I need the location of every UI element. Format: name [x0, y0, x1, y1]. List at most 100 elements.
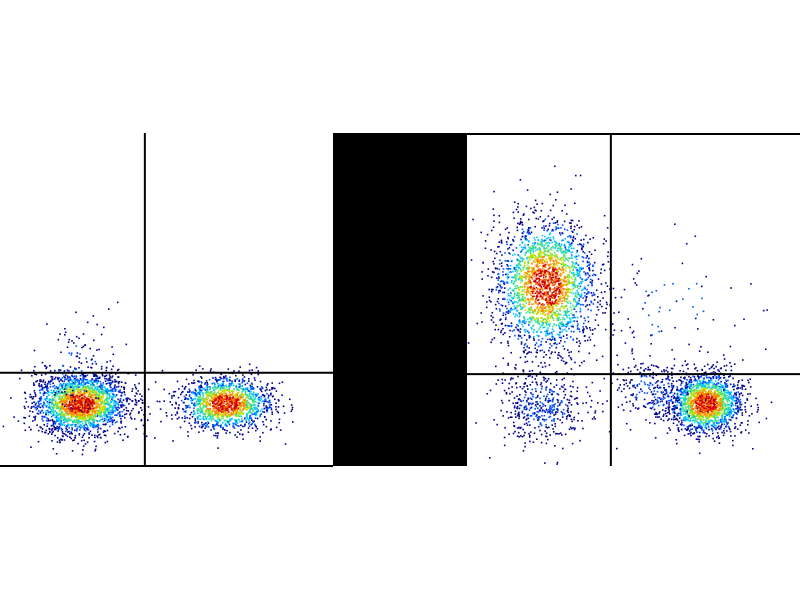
event-point	[85, 407, 88, 409]
event-point	[68, 385, 71, 388]
event-point	[91, 414, 93, 417]
event-point	[214, 378, 217, 381]
event-point	[243, 405, 245, 408]
event-point	[65, 409, 67, 411]
event-point	[61, 388, 64, 391]
event-point	[239, 383, 241, 385]
event-point	[79, 421, 81, 423]
event-point	[224, 401, 226, 403]
event-point	[88, 416, 91, 419]
event-point	[558, 297, 560, 300]
event-point	[119, 399, 121, 402]
event-point	[523, 351, 525, 354]
event-point	[94, 390, 96, 392]
event-point	[218, 397, 220, 399]
event-point	[89, 405, 91, 407]
event-point	[58, 410, 60, 412]
event-point	[108, 418, 110, 421]
event-point	[206, 388, 208, 390]
event-point	[83, 413, 85, 416]
event-point	[90, 413, 93, 416]
event-point	[213, 434, 215, 437]
event-point	[208, 414, 210, 417]
event-point	[492, 321, 495, 324]
event-point	[227, 404, 229, 406]
event-point	[68, 370, 70, 372]
event-point	[515, 269, 518, 271]
event-point	[586, 278, 588, 280]
event-point	[526, 257, 528, 260]
event-point	[106, 421, 109, 423]
event-point	[108, 308, 110, 310]
event-point	[126, 397, 128, 399]
event-point	[119, 413, 121, 416]
event-point	[97, 379, 99, 382]
event-point	[553, 284, 556, 286]
event-point	[87, 406, 89, 408]
event-point	[76, 352, 79, 354]
event-point	[234, 413, 236, 415]
event-point	[504, 228, 507, 231]
event-point	[528, 257, 531, 260]
event-point	[70, 424, 73, 427]
event-point	[208, 412, 211, 415]
event-point	[514, 315, 516, 318]
event-point	[559, 249, 562, 251]
event-point	[37, 440, 40, 443]
event-point	[211, 382, 214, 385]
event-point	[561, 297, 563, 300]
event-point	[228, 423, 231, 426]
event-point	[187, 391, 189, 393]
event-point	[576, 320, 578, 323]
event-point	[251, 427, 254, 429]
event-point	[108, 413, 110, 416]
event-point	[518, 320, 520, 322]
event-point	[281, 381, 284, 383]
event-point	[216, 412, 218, 414]
event-point	[520, 238, 522, 241]
event-point	[77, 405, 80, 407]
event-point	[265, 409, 268, 411]
event-point	[109, 402, 111, 405]
event-point	[89, 413, 91, 416]
event-point	[249, 397, 252, 400]
event-point	[217, 382, 219, 385]
event-point	[250, 385, 252, 388]
event-point	[206, 382, 208, 384]
event-point	[106, 396, 108, 399]
event-point	[81, 417, 84, 419]
event-point	[275, 402, 277, 404]
event-point	[36, 407, 39, 410]
event-point	[77, 407, 79, 410]
event-point	[555, 277, 557, 280]
event-point	[64, 411, 67, 413]
event-point	[198, 381, 200, 383]
event-point	[235, 424, 238, 426]
event-point	[106, 392, 109, 394]
event-point	[524, 356, 527, 358]
event-point	[267, 382, 269, 385]
event-point	[563, 310, 565, 312]
event-point	[577, 275, 580, 278]
event-point	[523, 291, 526, 294]
event-point	[200, 376, 202, 378]
event-point	[248, 390, 250, 392]
event-point	[76, 396, 78, 398]
event-point	[39, 396, 42, 399]
event-point	[537, 339, 540, 341]
event-point	[75, 368, 77, 370]
event-point	[277, 406, 280, 408]
event-point	[101, 385, 103, 387]
event-point	[46, 386, 48, 389]
event-point	[91, 412, 94, 415]
event-point	[100, 390, 103, 393]
event-point	[232, 408, 235, 411]
event-point	[55, 405, 58, 408]
event-point	[200, 389, 203, 392]
event-point	[560, 269, 563, 272]
event-point	[221, 393, 224, 395]
event-point	[89, 410, 92, 412]
event-point	[239, 385, 241, 387]
event-point	[90, 399, 93, 402]
event-point	[53, 428, 56, 431]
